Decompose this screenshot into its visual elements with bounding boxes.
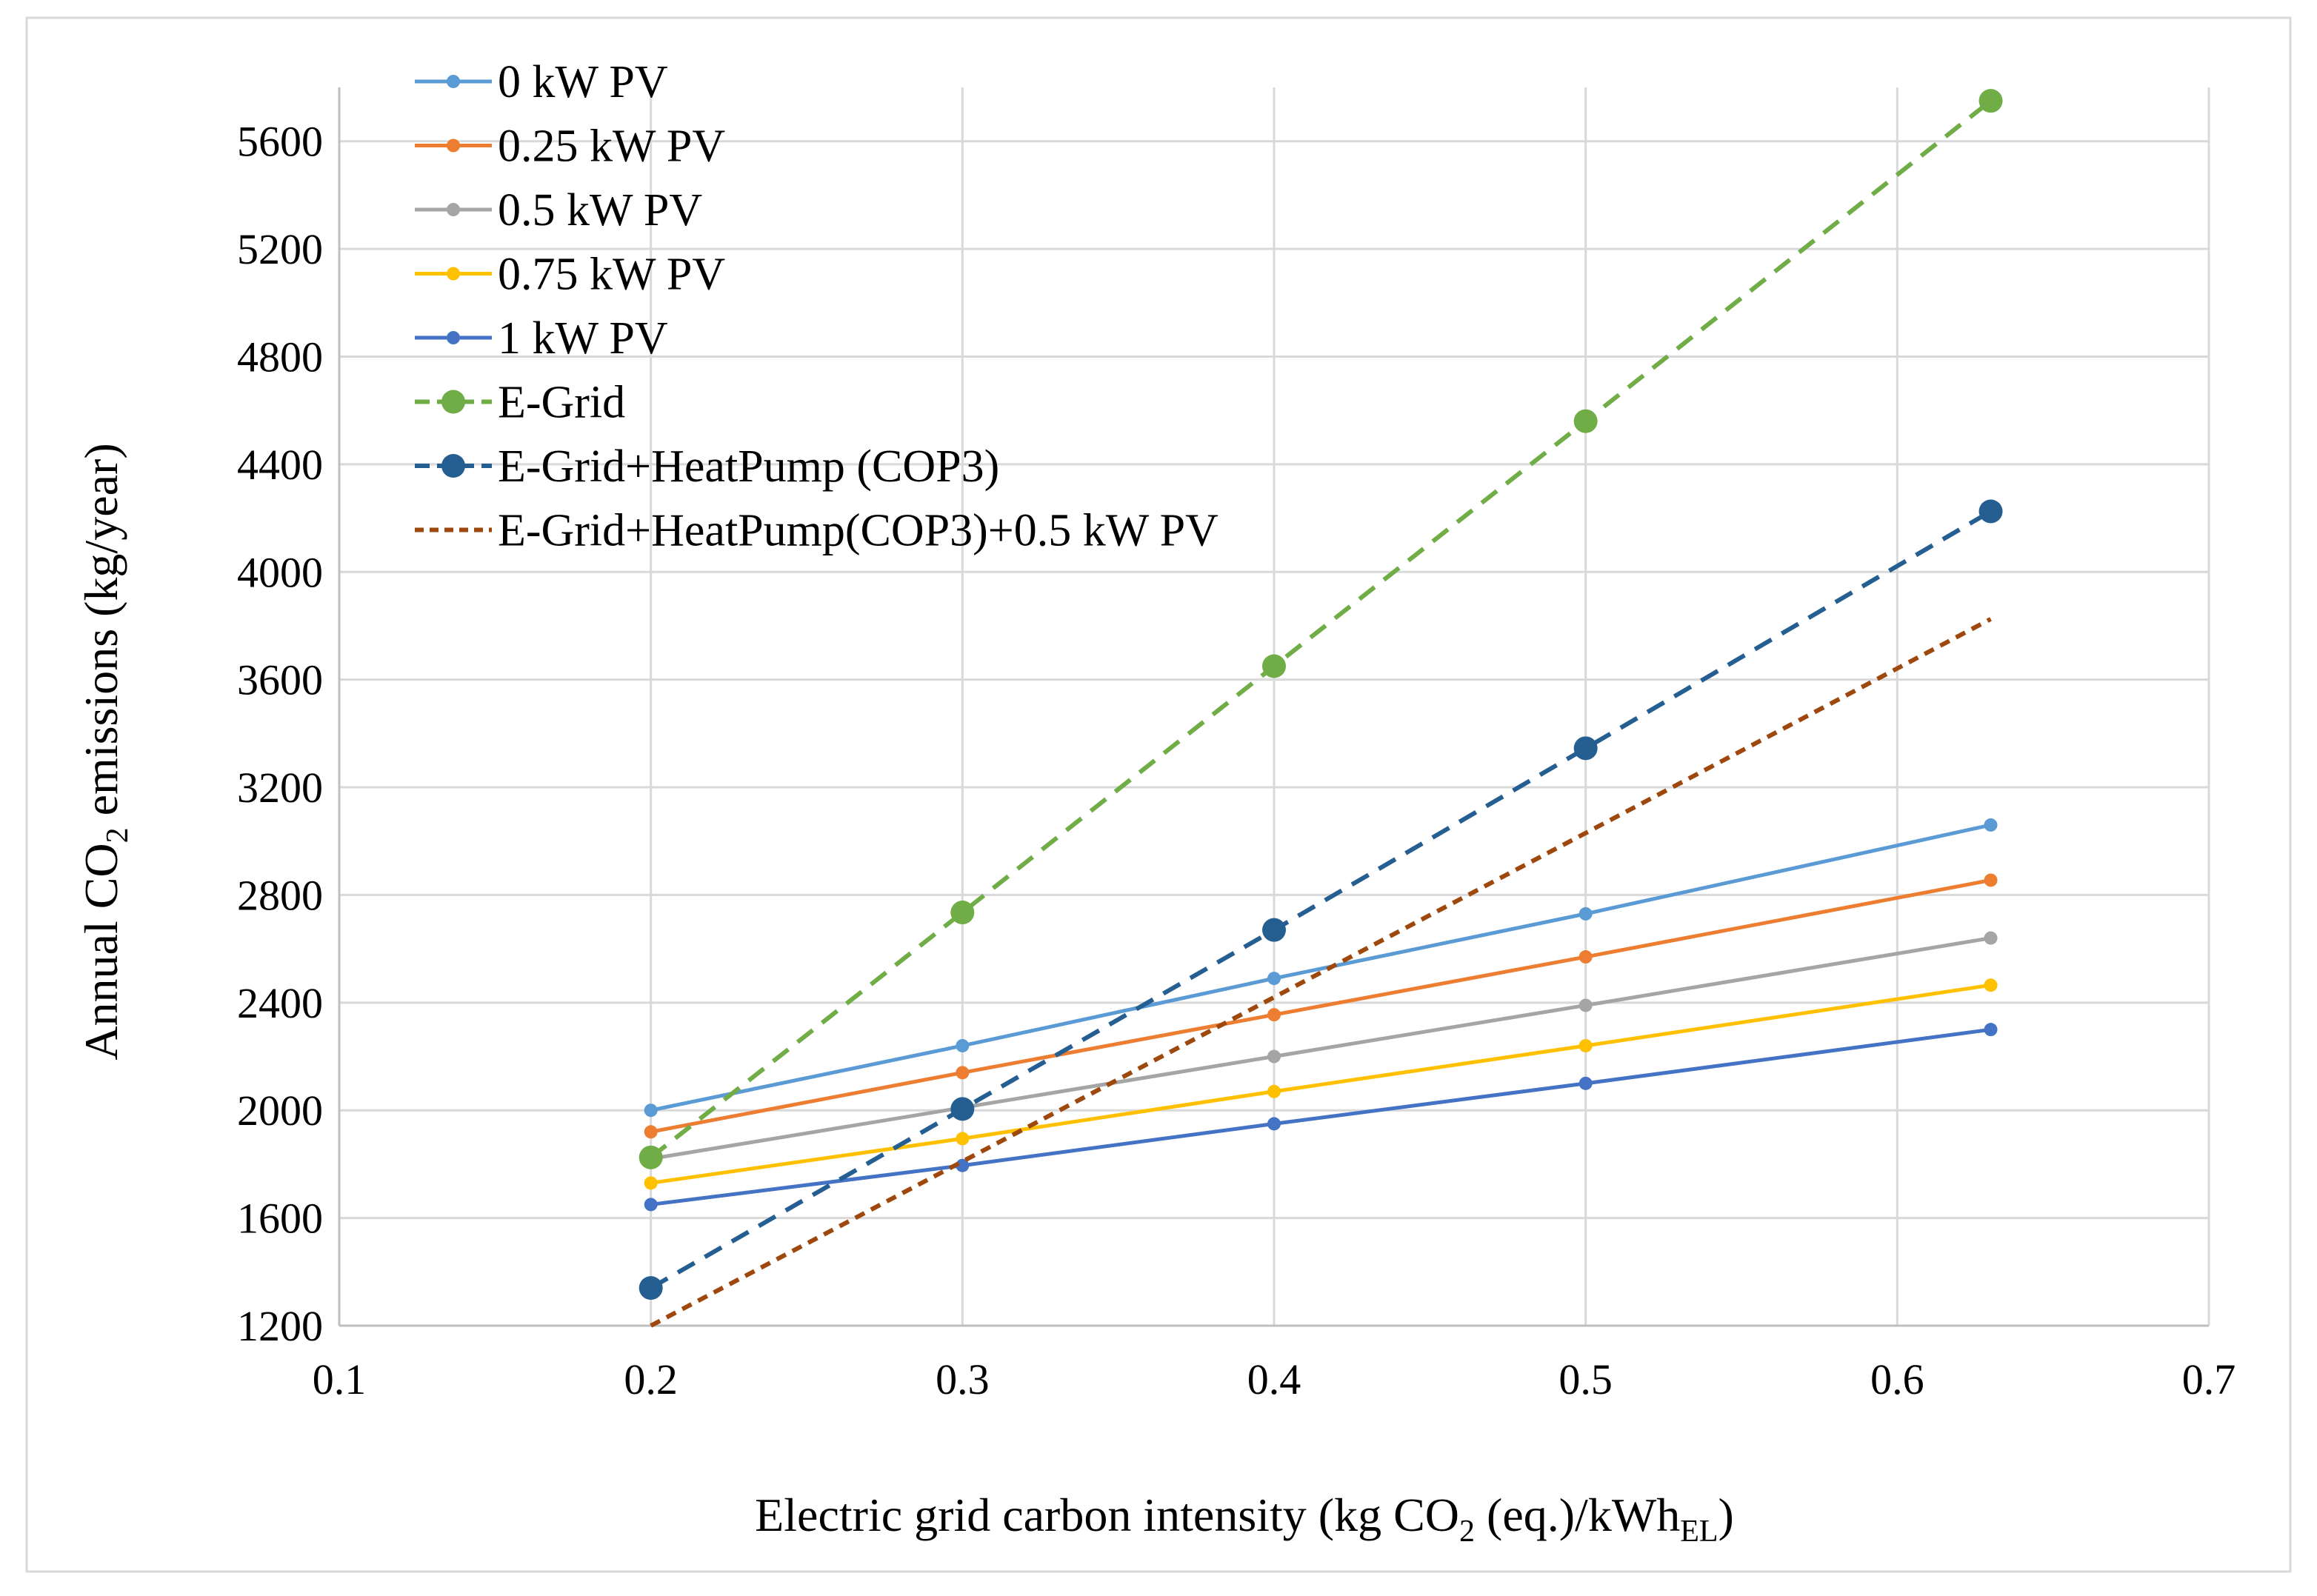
data-point <box>1578 950 1593 964</box>
legend-swatch-marker <box>447 138 460 153</box>
legend-swatch-marker <box>447 331 460 344</box>
data-point <box>1984 873 1998 887</box>
data-point <box>1578 1076 1593 1090</box>
data-point <box>950 901 975 925</box>
legend: 0 kW PV 0.25 kW PV 0.5 kW PV 0.75 kW PV 1 kW… <box>415 57 1218 556</box>
y-tick-label: 4000 <box>237 548 323 596</box>
data-point <box>644 1125 658 1139</box>
y-tick-label: 2000 <box>237 1086 323 1135</box>
y-tick-label: 2400 <box>237 979 323 1027</box>
y-tick-label: 2800 <box>237 871 323 919</box>
y-tick-label: 5600 <box>237 118 323 166</box>
data-point <box>1262 654 1286 678</box>
legend-swatch-marker <box>447 267 460 281</box>
legend-entry-e-grid-heatpump-cop3-0-5-kw-pv: E-Grid+HeatPump(COP3)+0.5 kW PV <box>415 506 1218 556</box>
x-tick-label: 0.1 <box>313 1355 367 1403</box>
legend-label: E-Grid <box>498 378 625 428</box>
data-point <box>639 1145 663 1169</box>
data-point <box>639 1276 663 1300</box>
legend-label: 0 kW PV <box>498 57 668 107</box>
y-axis-label: Annual CO2 emissions (kg/year) <box>75 443 135 1060</box>
data-point <box>644 1103 658 1118</box>
data-point <box>1978 89 2003 113</box>
legend-entry-0-25-kw-pv: 0.25 kW PV <box>415 121 725 172</box>
data-point <box>1578 906 1593 921</box>
y-tick-label: 3600 <box>237 656 323 704</box>
y-tick-label: 4800 <box>237 333 323 381</box>
legend-entry-0-kw-pv: 0 kW PV <box>415 57 668 107</box>
data-point <box>1573 736 1598 761</box>
data-point <box>1267 1049 1281 1064</box>
series-e-grid <box>639 89 2003 1169</box>
data-point <box>956 1158 970 1172</box>
x-axis-label: Electric grid carbon intensity (kg CO2 (… <box>755 1489 1734 1549</box>
legend-swatch-marker <box>447 75 460 88</box>
data-point <box>1573 409 1598 433</box>
data-point <box>950 1097 975 1121</box>
plot-series <box>639 89 2003 1328</box>
x-tick-label: 0.2 <box>624 1355 678 1403</box>
y-tick-label: 4400 <box>237 441 323 489</box>
series-line <box>650 617 1992 1328</box>
y-tick-label: 3200 <box>237 764 323 812</box>
data-point <box>1984 818 1998 832</box>
legend-entry-e-grid-heatpump-cop3: E-Grid+HeatPump (COP3) <box>415 441 999 492</box>
data-point <box>956 1132 970 1146</box>
data-point <box>1984 1023 1998 1037</box>
x-tick-label: 0.3 <box>936 1355 990 1403</box>
data-point <box>644 1198 658 1212</box>
series-0-25-kw-pv <box>644 873 1998 1139</box>
series-1-kw-pv <box>644 1023 1998 1212</box>
x-tick-label: 0.4 <box>1247 1355 1301 1403</box>
data-point <box>1578 998 1593 1012</box>
data-point <box>1984 978 1998 992</box>
legend-label: 0.25 kW PV <box>498 121 725 172</box>
x-tick-label: 0.7 <box>2182 1355 2236 1403</box>
series-e-grid-heatpump-cop3-0-5-kw-pv <box>650 617 1992 1328</box>
y-tick-label: 1200 <box>237 1302 323 1350</box>
legend-entry-0-75-kw-pv: 0.75 kW PV <box>415 250 725 300</box>
legend-swatch-marker <box>441 454 465 478</box>
y-tick-label: 5200 <box>237 225 323 273</box>
data-point <box>1267 972 1281 986</box>
y-tick-label: 1600 <box>237 1195 323 1243</box>
data-point <box>1267 1117 1281 1131</box>
data-point <box>1984 931 1998 945</box>
series-e-grid-heatpump-cop3 <box>639 499 2003 1300</box>
legend-swatch-marker <box>447 203 460 216</box>
data-point <box>1578 1038 1593 1052</box>
data-point <box>956 1066 970 1080</box>
series-0-75-kw-pv <box>644 978 1998 1190</box>
legend-label: 0.75 kW PV <box>498 250 725 300</box>
data-point <box>956 1038 970 1052</box>
legend-entry-e-grid: E-Grid <box>415 378 625 428</box>
legend-entry-0-5-kw-pv: 0.5 kW PV <box>415 185 702 236</box>
legend-swatch-marker <box>441 390 465 414</box>
legend-label: E-Grid+HeatPump(COP3)+0.5 kW PV <box>498 506 1218 556</box>
legend-label: 1 kW PV <box>498 313 668 364</box>
chart-frame <box>25 16 2292 1573</box>
legend-label: 0.5 kW PV <box>498 185 702 236</box>
data-point <box>1267 1008 1281 1022</box>
tick-labels: 1200 1600 2000 2400 2800 3200 3600 4000 4400 4800… <box>237 118 2236 1403</box>
data-point <box>1978 499 2003 524</box>
data-point <box>1267 1084 1281 1098</box>
data-point <box>644 1176 658 1190</box>
data-point <box>1262 918 1286 942</box>
x-tick-label: 0.6 <box>1870 1355 1924 1403</box>
series-0-kw-pv <box>644 818 1998 1118</box>
legend-entry-1-kw-pv: 1 kW PV <box>415 313 668 364</box>
legend-label: E-Grid+HeatPump (COP3) <box>498 441 999 492</box>
x-tick-label: 0.5 <box>1558 1355 1613 1403</box>
